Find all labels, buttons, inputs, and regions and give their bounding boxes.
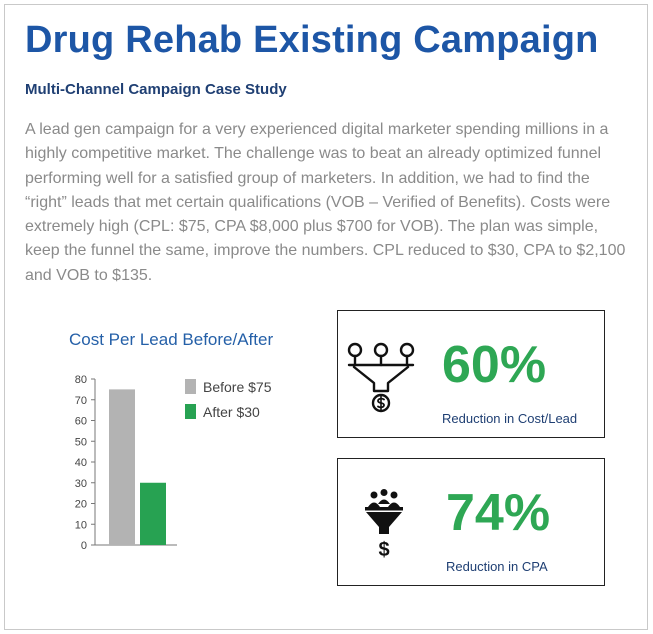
- stat-box-cpa: $ 74% Reduction in CPA: [337, 458, 605, 586]
- bar-before: [109, 389, 135, 545]
- cost-lead-reduction-value: 60%: [442, 336, 547, 394]
- y-tick-label: 60: [75, 416, 87, 428]
- y-tick-label: 30: [75, 478, 87, 490]
- legend-swatch-before: [185, 379, 196, 394]
- stat-box-cost-lead: 60% Reduction in Cost/Lead: [337, 310, 605, 438]
- y-tick-label: 70: [75, 395, 87, 407]
- y-tick-label: 40: [75, 457, 87, 469]
- page-subtitle: Multi-Channel Campaign Case Study: [25, 81, 287, 98]
- y-tick-label: 0: [81, 540, 87, 552]
- svg-text:$: $: [378, 539, 389, 559]
- page-title: Drug Rehab Existing Campaign: [25, 19, 599, 61]
- bar-after: [140, 482, 166, 545]
- cost-per-lead-chart: 0 10 20 30 40 50 60 70 80 Before $75 After $30: [75, 374, 272, 552]
- legend-swatch-after: [185, 404, 196, 419]
- funnel-dollar-icon: [347, 342, 415, 413]
- y-tick-label: 50: [75, 436, 87, 448]
- case-study-card: Drug Rehab Existing Campaign Multi-Chann…: [4, 4, 648, 630]
- case-description: A lead gen campaign for a very experienc…: [25, 121, 626, 284]
- y-tick-label: 10: [75, 519, 87, 531]
- cpa-reduction-label: Reduction in CPA: [446, 559, 548, 574]
- chart-title: Cost Per Lead Before/After: [69, 330, 274, 349]
- cost-lead-reduction-label: Reduction in Cost/Lead: [442, 411, 578, 426]
- y-tick-label: 80: [75, 374, 87, 386]
- y-tick-label: 20: [75, 499, 87, 511]
- cpa-reduction-value: 74%: [446, 484, 551, 542]
- legend-label-before: Before $75: [203, 379, 272, 395]
- legend-label-after: After $30: [203, 404, 260, 420]
- funnel-people-dollar-icon: $: [365, 489, 403, 559]
